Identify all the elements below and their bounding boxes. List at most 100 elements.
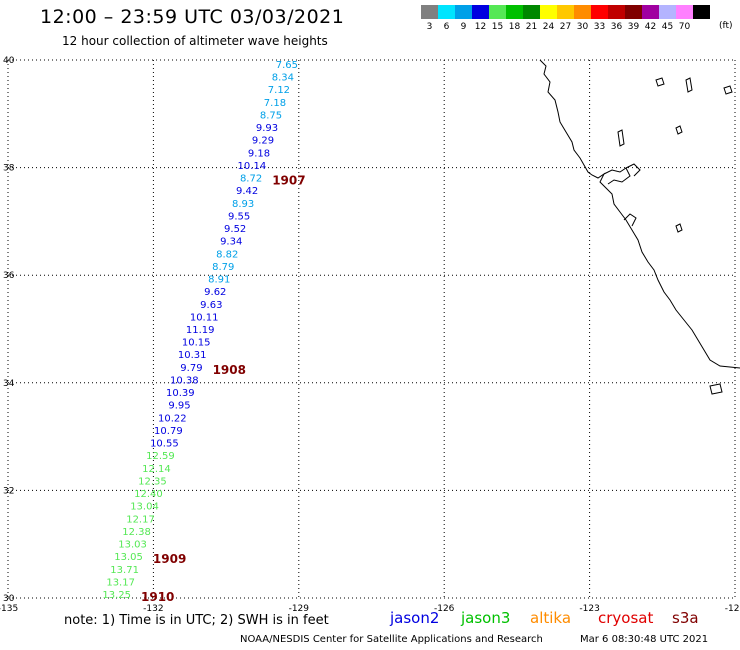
legend-s3a: s3a bbox=[672, 609, 699, 627]
wave-height-label: 10.14 bbox=[238, 161, 267, 172]
california-coastline bbox=[539, 59, 740, 369]
colorbar-label: 39 bbox=[627, 22, 640, 32]
time-label: 1909 bbox=[153, 552, 186, 566]
legend-jason2: jason2 bbox=[390, 609, 440, 627]
colorbar-unit: (ft) bbox=[719, 21, 733, 31]
island-7 bbox=[709, 383, 723, 395]
colorbar-swatch bbox=[591, 5, 608, 19]
wave-height-label: 7.12 bbox=[268, 85, 290, 96]
wave-height-label: 8.93 bbox=[232, 199, 254, 210]
wave-height-label: 10.15 bbox=[182, 338, 211, 349]
wave-height-label: 7.65 bbox=[276, 60, 298, 71]
wave-height-label: 8.75 bbox=[260, 110, 282, 121]
wave-height-label: 13.71 bbox=[110, 565, 139, 576]
colorbar-swatch bbox=[625, 5, 642, 19]
colorbar-label: 36 bbox=[610, 22, 623, 32]
wave-height-label: 13.25 bbox=[102, 590, 131, 601]
wave-height-label: 13.05 bbox=[114, 552, 143, 563]
colorbar-label: 18 bbox=[508, 22, 521, 32]
colorbar-label: 27 bbox=[559, 22, 572, 32]
wave-height-label: 12.40 bbox=[134, 489, 163, 500]
grid-lines bbox=[7, 59, 736, 599]
axis-tick-labels: -135 -132 -129 -126 -123 -120 40 38 36 34 32 30 bbox=[0, 56, 740, 614]
colorbar-label: 30 bbox=[576, 22, 589, 32]
wave-height-label: 10.38 bbox=[170, 375, 199, 386]
lat-tick-label: 34 bbox=[3, 379, 15, 389]
lon-tick-label: -132 bbox=[143, 604, 163, 614]
wave-height-label: 9.93 bbox=[256, 123, 278, 134]
lat-tick-label: 32 bbox=[3, 486, 14, 496]
colorbar-swatch bbox=[557, 5, 574, 19]
wave-height-label: 9.42 bbox=[236, 186, 258, 197]
wave-height-label: 13.03 bbox=[118, 540, 147, 551]
legend-jason3: jason3 bbox=[461, 609, 511, 627]
island-2 bbox=[685, 77, 693, 93]
colorbar-label: 15 bbox=[491, 22, 504, 32]
lon-tick-label: -126 bbox=[434, 604, 455, 614]
colorbar-swatch bbox=[438, 5, 455, 19]
wave-height-label: 9.29 bbox=[252, 136, 274, 147]
wave-height-label: 10.22 bbox=[158, 413, 187, 424]
colorbar-label: 6 bbox=[443, 22, 450, 32]
wave-height-label: 8.34 bbox=[272, 73, 294, 84]
lat-tick-label: 30 bbox=[3, 594, 15, 604]
legend-cryosat: cryosat bbox=[598, 609, 654, 627]
colorbar-swatch bbox=[693, 5, 710, 19]
colorbar-label: 21 bbox=[525, 22, 538, 32]
wave-height-label: 9.62 bbox=[204, 287, 226, 298]
colorbar-swatch bbox=[608, 5, 625, 19]
generation-timestamp: Mar 6 08:30:48 UTC 2021 bbox=[580, 634, 709, 645]
wave-height-label: 8.72 bbox=[240, 174, 262, 185]
wave-height-label: 9.55 bbox=[228, 211, 250, 222]
colorbar-swatch bbox=[574, 5, 591, 19]
wave-height-label: 12.59 bbox=[146, 451, 175, 462]
chart-subtitle: 12 hour collection of altimeter wave hei… bbox=[62, 34, 328, 48]
wave-height-colorbar bbox=[421, 5, 710, 21]
colorbar-swatch bbox=[455, 5, 472, 19]
wave-height-label: 8.91 bbox=[208, 275, 230, 286]
island-3 bbox=[675, 125, 683, 135]
wave-height-label: 12.38 bbox=[122, 527, 151, 538]
wave-height-label: 9.34 bbox=[220, 237, 242, 248]
lon-tick-label: -129 bbox=[289, 604, 310, 614]
colorbar-swatch bbox=[472, 5, 489, 19]
wave-height-points: 7.65 8.347.12 7.188.75 9.93 9.299.18 10.14 8.7… bbox=[102, 60, 298, 601]
wave-height-label: 8.82 bbox=[216, 249, 238, 260]
coastline bbox=[539, 59, 740, 395]
wave-height-label: 9.79 bbox=[180, 363, 202, 374]
time-label: 1907 bbox=[272, 174, 305, 188]
bay-inlet bbox=[603, 167, 631, 185]
colorbar-label: 42 bbox=[644, 22, 657, 32]
colorbar-swatch bbox=[506, 5, 523, 19]
colorbar-label: 3 bbox=[426, 22, 433, 32]
colorbar-label: 45 bbox=[661, 22, 674, 32]
wave-height-label: 13.17 bbox=[106, 577, 135, 588]
colorbar-swatch bbox=[489, 5, 506, 19]
time-labels: 1907 1908 1909 1910 bbox=[141, 174, 306, 604]
credit-line: NOAA/NESDIS Center for Satellite Applica… bbox=[240, 634, 543, 645]
colorbar-swatch bbox=[676, 5, 693, 19]
legend-altika: altika bbox=[530, 609, 572, 627]
wave-height-label: 10.11 bbox=[190, 312, 219, 323]
monterey-bay bbox=[623, 213, 637, 227]
lon-tick-label: -135 bbox=[0, 604, 18, 614]
wave-height-label: 12.14 bbox=[142, 464, 171, 475]
time-label: 1910 bbox=[141, 590, 174, 604]
wave-height-label: 12.17 bbox=[126, 514, 155, 525]
wave-height-label: 9.18 bbox=[248, 148, 270, 159]
wave-height-label: 12.35 bbox=[138, 476, 167, 487]
island-4 bbox=[617, 129, 625, 147]
wave-height-label: 9.63 bbox=[200, 300, 222, 311]
colorbar-label: 12 bbox=[474, 22, 487, 32]
colorbar-label: 70 bbox=[678, 22, 691, 32]
colorbar-swatch bbox=[642, 5, 659, 19]
island-6 bbox=[675, 223, 683, 233]
colorbar-label: 33 bbox=[593, 22, 606, 32]
colorbar-swatch bbox=[540, 5, 557, 19]
wave-height-label: 10.79 bbox=[154, 426, 183, 437]
time-label: 1908 bbox=[213, 363, 246, 377]
lon-tick-label: -123 bbox=[579, 604, 599, 614]
chart-title: 12:00 – 23:59 UTC 03/03/2021 bbox=[40, 6, 345, 28]
colorbar-swatch bbox=[421, 5, 438, 19]
island-1 bbox=[655, 77, 665, 87]
